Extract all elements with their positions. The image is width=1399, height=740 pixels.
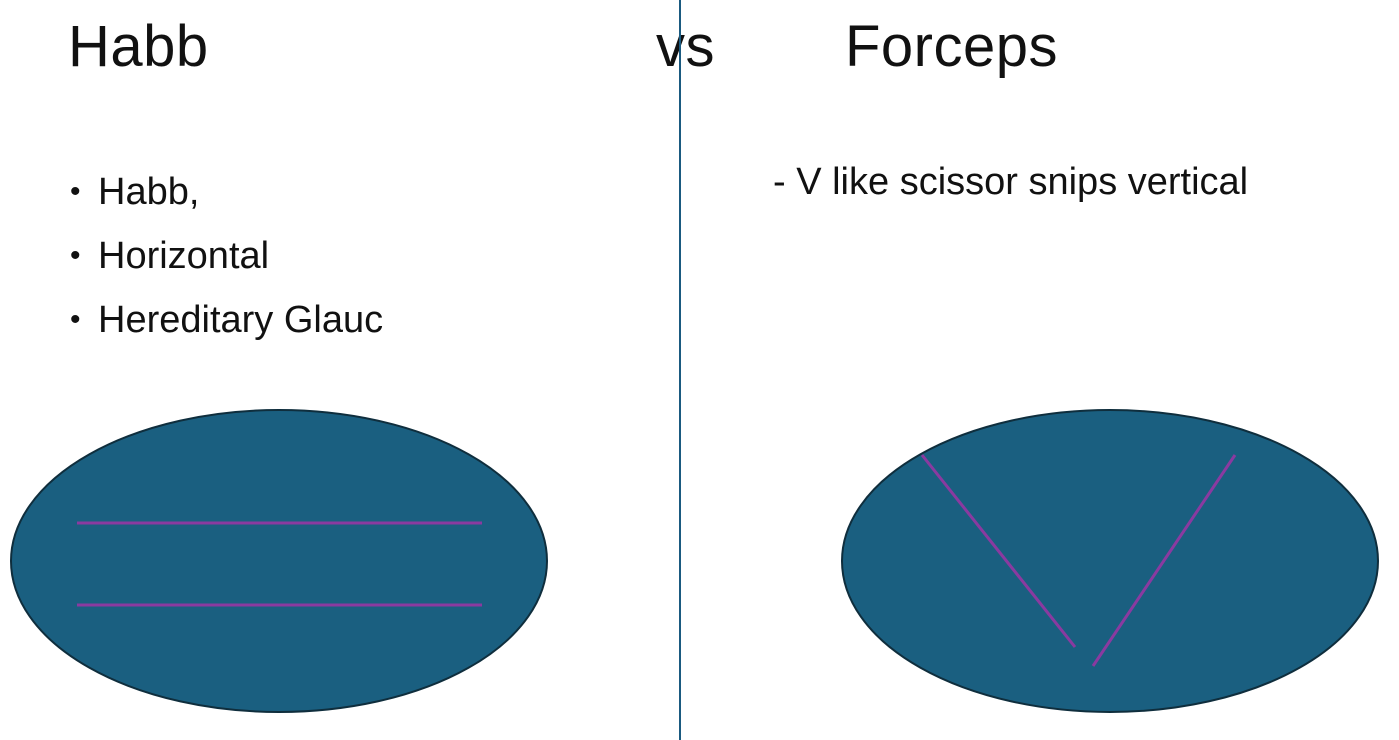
right-note: - V like scissor snips vertical [773,161,1249,203]
bullet-text: Habb, [98,171,200,213]
right-title: Forceps [845,14,1059,79]
bullet-icon: • [70,175,81,208]
bullet-text: Horizontal [98,235,270,277]
bullet-item: • Habb, [68,160,383,224]
right-eye-ellipse [841,409,1379,713]
bullet-icon: • [70,239,81,272]
right-v-line-right [1091,454,1237,667]
bullet-item: • Horizontal [68,224,383,288]
bullet-icon: • [70,303,81,336]
left-title: Habb [68,14,209,79]
bullet-text: Hereditary Glauc [98,299,384,341]
right-v-line-left [920,454,1077,648]
left-bullet-list: • Habb, • Horizontal • Hereditary Glauc [68,160,383,352]
bullet-item: • Hereditary Glauc [68,288,383,352]
vs-label: vs [656,14,715,79]
center-divider [679,0,681,740]
left-eye-ellipse [10,409,548,713]
